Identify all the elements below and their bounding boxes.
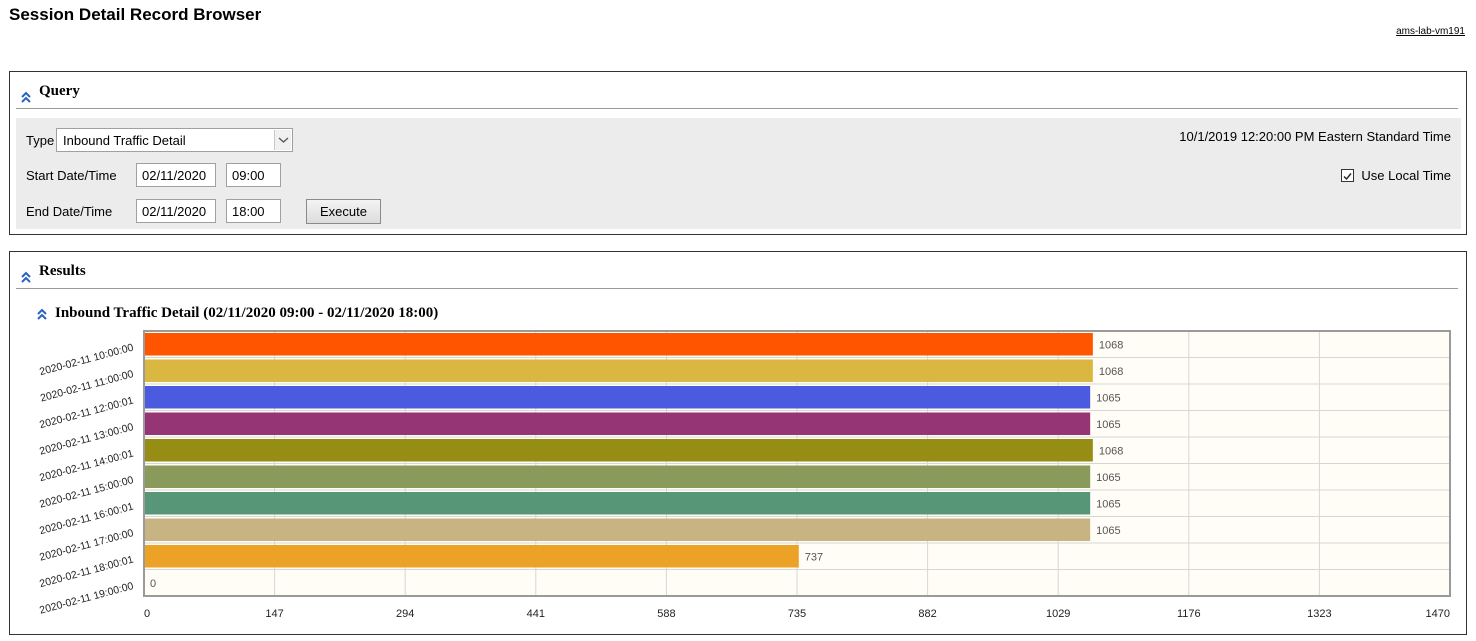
x-tick-label: 294 [396, 608, 414, 620]
results-header[interactable]: Results [16, 260, 1458, 289]
type-select[interactable]: Inbound Traffic Detail [56, 128, 293, 152]
collapse-up-icon[interactable] [36, 308, 48, 320]
data-labels: 1068 1068 1065 1065 1068 1065 1065 1065 737 0 [150, 339, 1123, 590]
plot-frame [143, 330, 1451, 597]
bar [144, 412, 1091, 435]
collapse-up-icon[interactable] [20, 271, 32, 283]
use-local-time-checkbox[interactable] [1341, 169, 1355, 182]
bar [144, 386, 1091, 409]
start-date-input[interactable]: 02/11/2020 [136, 163, 216, 187]
execute-button[interactable]: Execute [306, 199, 381, 224]
start-time-input[interactable]: 09:00 [226, 163, 281, 187]
query-title: Query [39, 83, 80, 99]
bar [144, 333, 1093, 356]
x-tick-label: 1029 [1046, 608, 1070, 620]
bar [144, 518, 1091, 541]
data-label: 1065 [1096, 498, 1120, 510]
results-title: Results [39, 263, 86, 279]
page-title: Session Detail Record Browser [9, 5, 262, 24]
end-label: End Date/Time [26, 204, 113, 219]
data-label: 1065 [1096, 525, 1120, 537]
x-tick-label: 147 [265, 608, 283, 620]
x-tick-label: 735 [788, 608, 806, 620]
use-local-time-label: Use Local Time [1361, 168, 1451, 183]
x-tick-label: 0 [144, 608, 150, 620]
data-label: 1068 [1099, 445, 1123, 457]
data-label: 1068 [1099, 366, 1123, 378]
bars [144, 333, 1093, 568]
bar [144, 359, 1093, 382]
chevron-down-icon[interactable] [274, 130, 291, 150]
data-label: 1065 [1096, 419, 1120, 431]
collapse-up-icon[interactable] [20, 91, 32, 103]
current-datetime: 10/1/2019 12:20:00 PM Eastern Standard T… [1179, 129, 1451, 144]
chart-title: Inbound Traffic Detail (02/11/2020 09:00… [55, 305, 439, 321]
x-tick-label: 441 [527, 608, 545, 620]
x-tick-label: 1470 [1426, 608, 1450, 620]
data-label: 1068 [1099, 339, 1123, 351]
query-panel: Query Type Inbound Traffic Detail Start … [9, 71, 1467, 235]
data-label: 737 [805, 551, 823, 563]
end-date-input[interactable]: 02/11/2020 [136, 199, 216, 223]
x-tick-label: 588 [657, 608, 675, 620]
query-header[interactable]: Query [16, 80, 1458, 109]
x-tick-label: 1176 [1177, 608, 1201, 620]
type-label: Type [26, 133, 55, 148]
data-label: 1065 [1096, 472, 1120, 484]
x-axis: 0 147 294 441 588 735 882 1029 1176 1323 1470 [144, 608, 1450, 620]
start-label: Start Date/Time [26, 168, 117, 183]
query-form: Type Inbound Traffic Detail Start Date/T… [16, 118, 1461, 229]
host-link[interactable]: ams-lab-vm191 [1396, 26, 1465, 37]
x-tick-label: 1323 [1307, 608, 1331, 620]
bar [144, 465, 1091, 488]
checkmark-icon [1343, 173, 1352, 181]
use-local-time[interactable]: Use Local Time [1341, 168, 1451, 183]
bar [144, 492, 1091, 515]
type-select-value: Inbound Traffic Detail [63, 133, 186, 148]
data-label: 1065 [1096, 392, 1120, 404]
end-time-input[interactable]: 18:00 [226, 199, 281, 223]
data-label: 0 [150, 578, 156, 590]
bar [144, 545, 799, 568]
x-tick-label: 882 [918, 608, 936, 620]
bar [144, 439, 1093, 462]
